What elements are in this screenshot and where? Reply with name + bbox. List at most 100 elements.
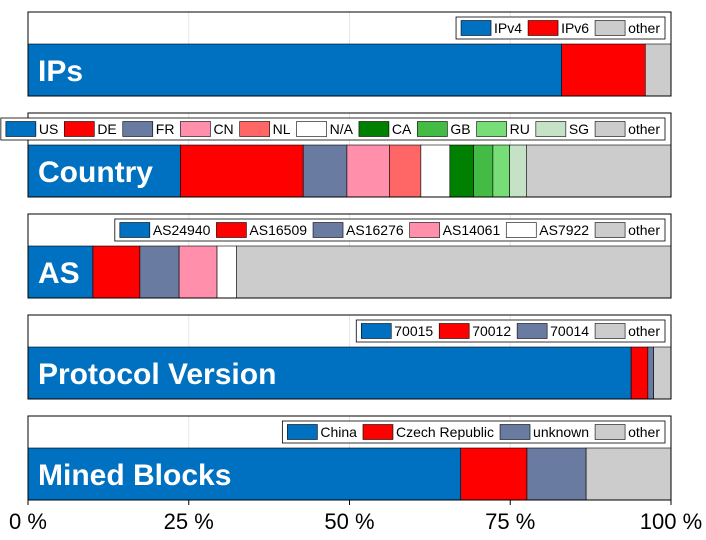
bar-segment-as7922 [216,245,237,299]
legend-label-n-a: N/A [330,121,354,137]
bar-segment-as16276 [139,245,180,299]
legend-swatch-nl [239,121,270,137]
panel-title: Mined Blocks [38,459,231,492]
legend-label-ru: RU [510,121,530,137]
panel-title: AS [38,257,80,290]
bar-segment-czech-republic [460,447,528,501]
bar-segment-de [180,144,304,198]
x-tick-label: 100 % [640,509,702,534]
legend-label-other: other [628,222,660,238]
panel-border [27,112,672,198]
panel-title: Country [38,156,153,189]
bar-segment-ca [449,144,474,198]
legend-swatch-70012 [438,323,470,339]
bar-segment-other [585,447,672,501]
legend-label-nl: NL [273,121,291,137]
legend: 70015 70012 70014 other [355,319,666,343]
legend-label-ipv6: IPv6 [561,20,589,36]
legend-swatch-as7922 [505,222,537,238]
bar-segment-as14061 [178,245,218,299]
panel-border [27,314,672,400]
legend-swatch-n-a [296,121,327,137]
panel-title: IPs [38,55,83,88]
bar-segment-other [526,144,672,198]
bar-segment-other [653,346,672,400]
legend-label-unknown: unknown [533,424,589,440]
legend-swatch-other [594,222,626,238]
legend-label-as7922: AS7922 [539,222,589,238]
legend-label-other: other [628,424,660,440]
legend-label-70015: 70015 [394,323,433,339]
legend-label-70012: 70012 [472,323,511,339]
bar-segment-ru [492,144,510,198]
panel-protocol-version: Protocol Version 70015 70012 70014 other [27,314,672,400]
legend-swatch-de [64,121,95,137]
legend-label-us: US [39,121,58,137]
bar-segment-sg [509,144,527,198]
legend-label-as16276: AS16276 [346,222,404,238]
legend-box [355,319,666,343]
legend-swatch-70014 [516,323,548,339]
legend: IPv4 IPv6 other [455,16,666,40]
panel-country: Country US DE FR CN NL N/A CA GB RU SG other [0,112,672,198]
legend-swatch-as16276 [312,222,344,238]
bar-segment-n-a [420,144,451,198]
legend-label-ca: CA [392,121,412,137]
bar-segment-70015 [27,346,632,400]
bar-segment-70012 [630,346,649,400]
legend-swatch-other [594,323,626,339]
legend-swatch-ru [476,121,507,137]
panel-as: AS AS24940 AS16509 AS16276 AS14061 AS7922 othe… [27,213,672,299]
bar-segment-fr [302,144,348,198]
bar-segment-ipv6 [561,43,646,97]
legend-swatch-70015 [360,323,392,339]
legend: China Czech Republic unknown other [281,420,666,444]
bar-segment-as24940 [27,245,94,299]
legend-label-as14061: AS14061 [443,222,501,238]
legend-label-other: other [628,20,660,36]
legend-label-70014: 70014 [550,323,589,339]
legend-swatch-fr [122,121,154,137]
legend-swatch-unknown [499,424,531,440]
legend-swatch-cn [180,121,211,137]
bar-segment-ipv4 [27,43,562,97]
bar-segment-other [236,245,672,299]
x-tick-label: 25 % [164,509,214,534]
legend-swatch-gb [417,121,448,137]
x-tick-label: 75 % [485,509,535,534]
legend-label-as16509: AS16509 [249,222,307,238]
legend-label-de: DE [97,121,116,137]
bar-segment-other [644,43,672,97]
panel-mined-blocks: Mined Blocks China Czech Republic unknown ot… [27,415,672,501]
legend-swatch-other [594,424,626,440]
legend-swatch-sg [535,121,567,137]
legend-swatch-as24940 [119,222,151,238]
bar-segment-70014 [647,346,654,400]
legend-swatch-as14061 [409,222,440,238]
legend-label-sg: SG [569,121,589,137]
legend-label-ipv4: IPv4 [494,20,522,36]
legend-swatch-other [594,121,626,137]
legend-swatch-ipv6 [527,20,559,36]
legend-swatch-as16509 [216,222,247,238]
legend-label-cn: CN [213,121,233,137]
bar-segment-cn [346,144,390,198]
legend-label-gb: GB [450,121,470,137]
panel-ips: IPs IPv4 IPv6 other [27,11,672,97]
legend-label-fr: FR [156,121,175,137]
bar-segment-as16509 [92,245,141,299]
legend-swatch-china [287,424,318,440]
legend: US DE FR CN NL N/A CA GB RU SG other [0,117,666,141]
bar-segment-nl [389,144,422,198]
legend-swatch-czech-republic [362,424,394,440]
legend-label-other: other [628,323,660,339]
legend: AS24940 AS16509 AS16276 AS14061 AS7922 other [114,218,666,242]
panel-border [27,11,672,97]
x-tick-label: 0 % [9,509,47,534]
panel-title: Protocol Version [38,358,276,391]
legend-swatch-other [594,20,626,36]
legend-label-other: other [628,121,660,137]
legend-swatch-ca [358,121,390,137]
panel-border [27,213,672,299]
